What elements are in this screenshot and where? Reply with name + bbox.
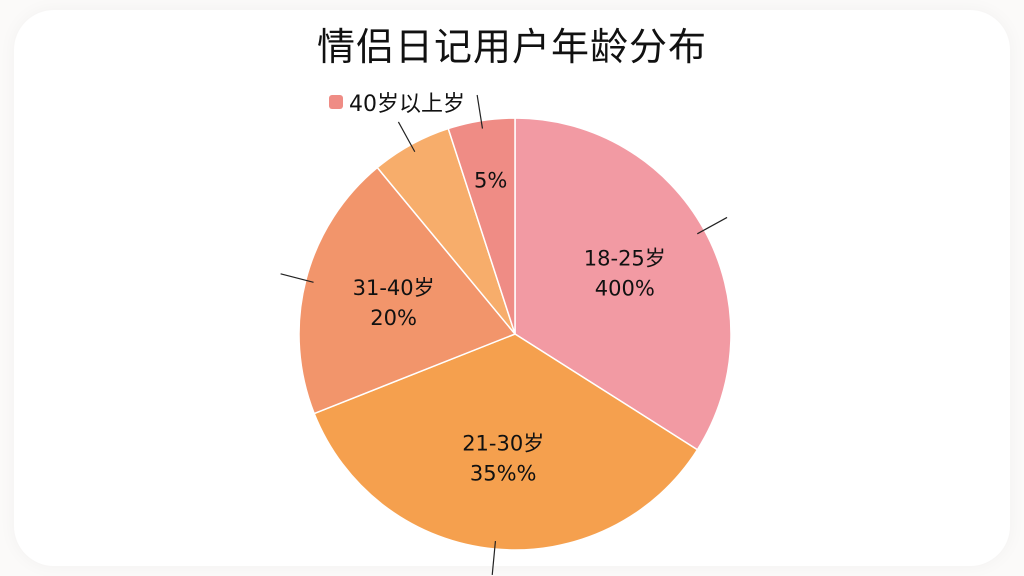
slice-name-label: 21-30岁	[462, 432, 544, 456]
leader-tick-3	[280, 273, 314, 283]
leader-tick-1	[696, 216, 728, 235]
chart-title: 情侣日记用户年龄分布	[316, 25, 707, 69]
slice-name-label: 31-40岁	[353, 276, 435, 300]
leader-tick-4	[397, 121, 416, 153]
leader-tick-2	[491, 541, 497, 575]
slice-value-label: 5%	[474, 168, 507, 192]
legend-swatch	[329, 95, 343, 109]
slice-name-label: 18-25岁	[584, 247, 666, 271]
leader-tick-5	[476, 94, 484, 129]
legend: 40岁以上岁	[329, 86, 465, 118]
slice-value-label: 400%	[595, 277, 655, 301]
legend-label: 40岁以上岁	[349, 92, 465, 117]
slice-value-label: 35%%	[470, 462, 537, 486]
slice-value-label: 20%	[370, 306, 417, 330]
